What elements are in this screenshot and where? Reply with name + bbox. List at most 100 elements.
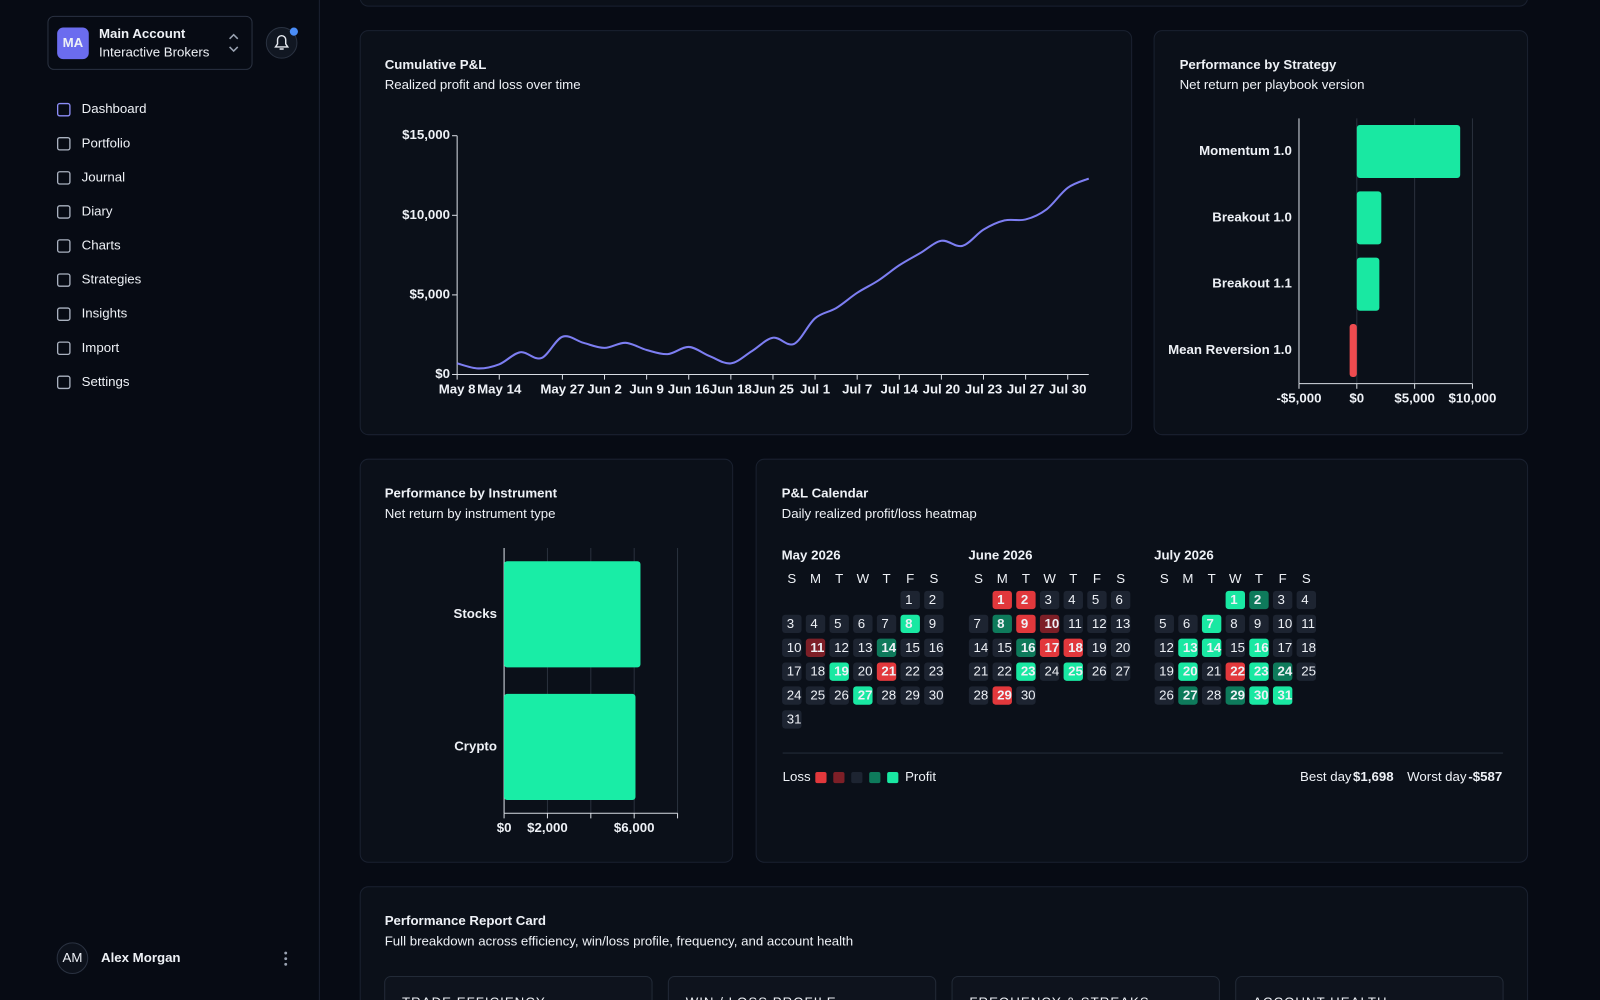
x-tick-label: Jun 25 [752, 381, 794, 396]
best-day-label: Best day [1300, 769, 1352, 784]
day-cell [1016, 662, 1036, 681]
day-cell [853, 662, 873, 681]
day-number: 20 [858, 664, 873, 679]
day-number: 26 [1092, 664, 1107, 679]
notifications-button[interactable] [265, 27, 298, 59]
day-cell [1249, 662, 1269, 681]
day-cell [876, 662, 897, 681]
bar [504, 561, 641, 668]
x-tick-label: Jul 27 [1007, 381, 1045, 396]
x-tick-label: May 14 [477, 381, 522, 396]
day-cell [805, 614, 826, 634]
user-name: Alex Morgan [101, 950, 181, 965]
day-number: 9 [1021, 616, 1028, 631]
legend-loss: Loss [783, 769, 811, 784]
day-cell [900, 614, 920, 634]
y-tick-label: Stocks [453, 606, 496, 621]
day-cell [1201, 614, 1222, 634]
day-number: 5 [1092, 592, 1099, 607]
day-number: 2 [929, 592, 936, 607]
day-number: 19 [834, 664, 849, 679]
day-number: 6 [1116, 592, 1123, 607]
y-tick-label: Crypto [454, 738, 497, 753]
x-tick-label: Jul 1 [800, 381, 830, 396]
day-number: 23 [1021, 664, 1036, 679]
account-avatar [57, 27, 89, 60]
card-title: Performance by Strategy [1180, 57, 1337, 72]
day-number: 22 [997, 664, 1012, 679]
user-menu-button[interactable] [284, 951, 288, 966]
day-number: 3 [1278, 592, 1285, 607]
y-tick-label: $15,000 [402, 127, 450, 142]
y-tick-label: Breakout 1.0 [1212, 209, 1292, 224]
nav-item[interactable]: Charts [82, 238, 121, 253]
x-tick-label: -$5,000 [1277, 390, 1322, 405]
nav-item[interactable]: Diary [82, 203, 113, 218]
day-cell [805, 662, 826, 681]
day-cell [853, 638, 873, 657]
legend-swatch [851, 771, 863, 784]
day-cell [1154, 638, 1174, 657]
day-cell [805, 638, 826, 657]
day-cell [1110, 662, 1131, 681]
account-switcher[interactable] [47, 15, 253, 70]
day-cell [924, 590, 944, 610]
day-cell [900, 590, 920, 610]
day-number: 30 [1021, 688, 1036, 703]
day-cell [1063, 614, 1083, 634]
y-tick-label: Breakout 1.1 [1212, 276, 1292, 291]
weekday-label: T [1022, 571, 1030, 586]
nav-item[interactable]: Insights [82, 306, 128, 321]
day-number: 25 [1068, 664, 1083, 679]
day-number: 13 [858, 640, 873, 655]
pnl-line [456, 177, 1090, 370]
best-day-value: $1,698 [1353, 769, 1394, 784]
day-cell [829, 662, 849, 681]
nav-item[interactable]: Dashboard [82, 101, 147, 116]
weekday-label: S [787, 571, 796, 586]
card-title: Performance Report Card [385, 913, 546, 928]
x-tick-label: Jul 30 [1049, 381, 1087, 396]
report-section [1235, 976, 1504, 1000]
report-section-title: WIN / LOSS PROFILE [686, 995, 837, 1000]
day-number: 25 [810, 688, 825, 703]
nav-item[interactable]: Settings [82, 374, 130, 389]
nav-icon [56, 307, 71, 321]
day-number: 26 [1159, 688, 1174, 703]
day-number: 9 [929, 616, 936, 631]
nav-item[interactable]: Import [82, 340, 120, 355]
day-cell [1272, 614, 1293, 634]
day-number: 18 [1068, 640, 1083, 655]
day-number: 12 [1092, 616, 1107, 631]
day-number: 15 [1230, 640, 1245, 655]
account-initials: MA [63, 35, 84, 50]
y-tick-label: $5,000 [409, 286, 450, 301]
day-cell [1296, 590, 1317, 610]
day-cell [782, 638, 802, 657]
day-cell [900, 638, 920, 657]
day-number: 31 [1278, 688, 1293, 703]
day-cell [1039, 638, 1060, 657]
x-tick-label: $0 [497, 820, 512, 835]
weekday-label: S [929, 571, 938, 586]
weekday-label: W [1043, 571, 1056, 586]
card [359, 886, 1529, 1000]
day-number: 29 [997, 688, 1012, 703]
card-subtitle: Net return by instrument type [385, 506, 556, 521]
day-cell [1016, 638, 1036, 657]
day-cell [1225, 686, 1245, 705]
day-cell [1016, 614, 1036, 634]
nav-icon [56, 375, 71, 390]
nav-item[interactable]: Strategies [82, 272, 142, 287]
nav-item[interactable]: Journal [82, 169, 126, 184]
day-number: 15 [905, 640, 920, 655]
day-number: 25 [1301, 664, 1316, 679]
nav-item[interactable]: Portfolio [82, 135, 131, 150]
day-number: 29 [905, 688, 920, 703]
x-tick-label: $10,000 [1448, 390, 1496, 405]
day-number: 21 [881, 664, 896, 679]
weekday-label: F [1279, 571, 1287, 586]
day-number: 11 [1068, 616, 1082, 631]
day-number: 9 [1254, 616, 1261, 631]
